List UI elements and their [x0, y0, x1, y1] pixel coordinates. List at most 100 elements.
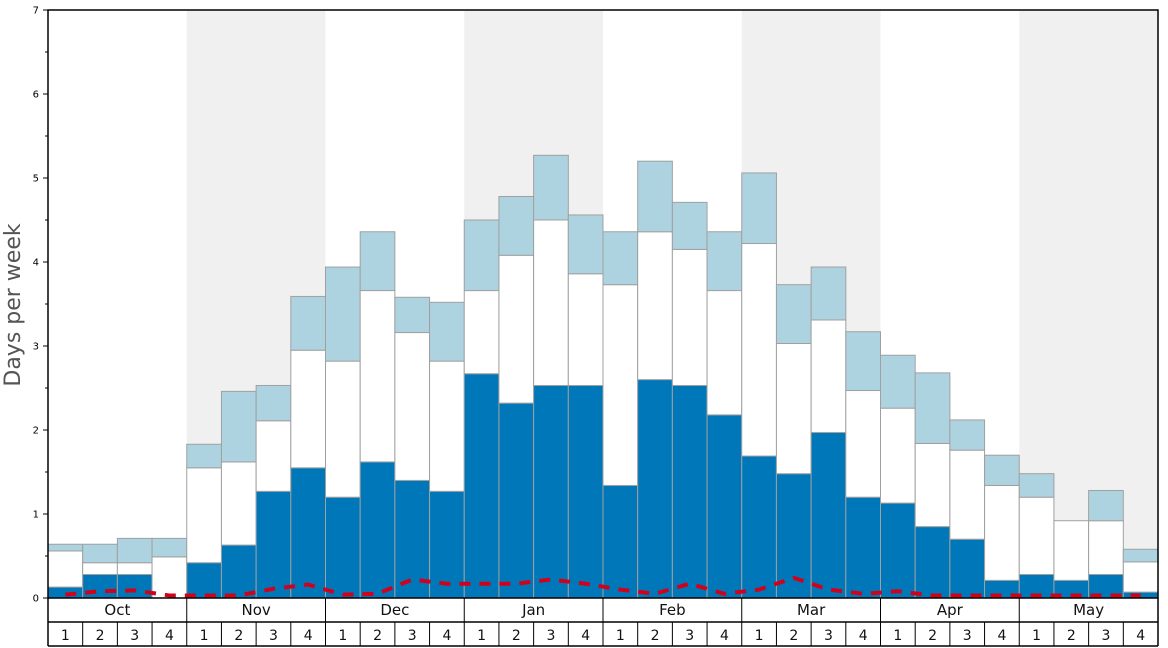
bar-segment-2-5	[220, 390, 257, 463]
week-label: 2	[373, 628, 382, 644]
month-label-feb: Feb	[659, 601, 686, 619]
bar-segment-2-21	[775, 284, 812, 344]
bar-segment-1-8	[325, 360, 361, 498]
bar-segment-1-4	[186, 467, 222, 564]
bar-segment-2-24	[880, 354, 916, 409]
bar-segment-2-17	[637, 160, 673, 233]
bar-segment-1-14	[533, 219, 569, 386]
bar-segment-0-15	[567, 384, 604, 599]
bar-segment-2-23	[845, 331, 881, 392]
bar-segment-0-22	[810, 432, 847, 599]
bar-segment-1-31	[1122, 561, 1159, 593]
bar-segment-2-26	[949, 419, 986, 451]
bar-segment-2-19	[706, 231, 743, 292]
bar-segment-2-15	[567, 214, 604, 275]
week-label: 2	[1067, 628, 1076, 644]
bar-segment-2-2	[116, 537, 153, 564]
bar-segment-1-22	[810, 319, 847, 434]
bar-segment-1-5	[220, 461, 257, 546]
bar-segment-1-7	[290, 349, 326, 469]
week-label: 1	[616, 628, 625, 644]
week-label: 3	[685, 628, 694, 644]
bar-segment-0-10	[394, 479, 431, 599]
bar-segment-0-24	[880, 502, 916, 599]
trend-line	[65, 575, 1141, 598]
week-label: 3	[130, 628, 139, 644]
week-label: 4	[304, 628, 313, 644]
y-tick-label: 2	[33, 426, 39, 437]
y-axis-title: Days per week	[1, 223, 26, 386]
bar-segment-0-9	[359, 461, 396, 599]
week-label: 3	[1102, 628, 1111, 644]
bar-segment-1-13	[498, 254, 535, 404]
week-label: 3	[269, 628, 278, 644]
week-label: 1	[1032, 628, 1041, 644]
bar-segment-1-9	[359, 290, 396, 463]
month-label-jan: Jan	[521, 601, 545, 619]
bar-segment-2-1	[82, 543, 118, 564]
bar-segment-0-12	[463, 373, 500, 599]
week-label: 4	[1136, 628, 1145, 644]
bar-segment-0-1	[82, 573, 118, 599]
week-label: 1	[200, 628, 209, 644]
week-label: 3	[824, 628, 833, 644]
bar-segment-0-5	[220, 544, 257, 599]
bar-segment-2-9	[359, 231, 396, 292]
month-label-nov: Nov	[241, 601, 270, 619]
bar-segment-1-20	[741, 243, 777, 457]
bar-segment-2-10	[394, 296, 431, 334]
bar-segment-2-25	[914, 372, 951, 444]
bar-segment-1-19	[706, 290, 743, 416]
bar-segment-1-28	[1018, 496, 1055, 575]
bar-segment-2-18	[671, 201, 708, 250]
bar-segment-2-30	[1088, 489, 1124, 522]
week-label: 2	[234, 628, 243, 644]
bar-segment-0-18	[671, 384, 708, 599]
y-tick-label: 5	[33, 174, 39, 185]
bar-segment-2-4	[186, 443, 222, 469]
y-tick-label: 3	[33, 342, 39, 353]
bar-segment-2-14	[533, 154, 569, 221]
bar-segment-2-28	[1018, 473, 1055, 498]
bar-segment-2-7	[290, 295, 326, 351]
y-tick-label: 7	[33, 6, 39, 17]
week-label: 2	[651, 628, 660, 644]
bar-segment-2-0	[47, 543, 84, 552]
bar-segment-0-4	[186, 562, 222, 599]
bar-segment-1-16	[602, 284, 639, 486]
bar-segment-1-23	[845, 390, 881, 498]
y-tick-label: 0	[33, 594, 39, 605]
bar-segment-1-11	[429, 360, 465, 492]
week-label: 4	[720, 628, 729, 644]
bar-segment-1-25	[914, 442, 951, 528]
bar-segment-1-27	[984, 484, 1020, 581]
month-label-may: May	[1073, 601, 1104, 619]
week-label: 3	[963, 628, 972, 644]
bar-segment-1-29	[1053, 520, 1090, 581]
bar-segment-0-26	[949, 538, 986, 599]
y-tick-label: 1	[33, 510, 39, 521]
week-label: 4	[442, 628, 451, 644]
bar-segment-1-26	[949, 449, 986, 540]
x-axis-month-week-table: Oct Nov Dec Jan Feb Mar Apr May 1 2 3 4 1 2 3 4 1 2 3 4 1 2 3 4…	[47, 598, 1159, 647]
bar-segment-2-31	[1122, 548, 1159, 563]
y-tick-label: 6	[33, 90, 39, 101]
bar-segment-0-13	[498, 402, 535, 599]
bar-segment-0-8	[325, 496, 361, 599]
bar-segment-1-24	[880, 407, 916, 504]
week-label: 3	[408, 628, 417, 644]
month-label-apr: Apr	[937, 601, 964, 619]
bar-segment-0-19	[706, 414, 743, 599]
bar-segment-1-1	[82, 562, 118, 575]
bar-segment-1-18	[671, 248, 708, 386]
bar-segment-2-13	[498, 195, 535, 256]
week-label: 3	[547, 628, 556, 644]
week-label: 1	[893, 628, 902, 644]
bar-segment-1-15	[567, 273, 604, 386]
bar-segment-0-2	[116, 573, 153, 599]
bar-segment-0-20	[741, 455, 777, 599]
week-label: 1	[61, 628, 70, 644]
month-label-mar: Mar	[797, 601, 826, 619]
month-label-dec: Dec	[380, 601, 409, 619]
bar-stacks	[47, 154, 1159, 599]
